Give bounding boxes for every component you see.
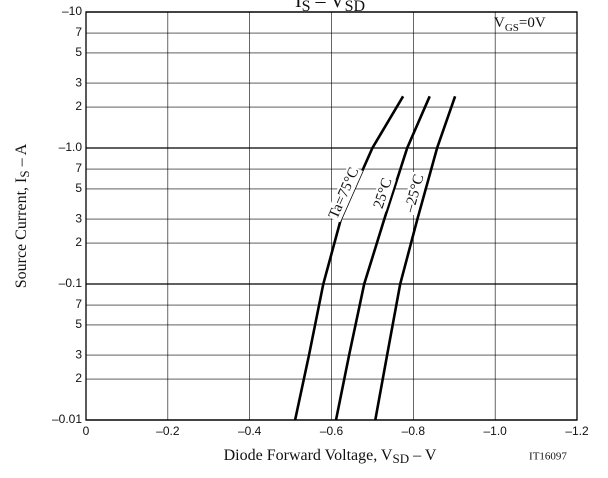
curve: [334, 95, 431, 421]
y-tick-label: 7: [75, 161, 82, 175]
x-axis-label: Diode Forward Voltage, VSD – V: [224, 447, 437, 466]
curve: [374, 95, 457, 421]
label-bg: [370, 175, 396, 212]
curve: [293, 95, 405, 421]
x-tick-label: –0.4: [238, 424, 262, 438]
x-tick-label: –0.6: [320, 424, 344, 438]
y-tick-label: 7: [75, 297, 82, 311]
y-tick-label: –0.1: [59, 276, 83, 290]
y-tick-label: 2: [75, 235, 82, 249]
plot-frame: [85, 11, 578, 421]
y-tick-label: 7: [75, 25, 82, 39]
y-tick-label: 5: [75, 45, 82, 59]
y-tick-label: –0.01: [52, 412, 82, 426]
x-tick-label: 0: [83, 424, 90, 438]
annotation: VGS=0V: [494, 15, 546, 33]
y-tick-label: 2: [75, 99, 82, 113]
y-tick-label: 2: [75, 371, 82, 385]
y-tick-label: 5: [75, 317, 82, 331]
label-bg: [325, 164, 363, 223]
y-tick-label: 5: [75, 181, 82, 195]
figure-code: IT16097: [529, 451, 567, 463]
x-tick-label: –0.8: [402, 424, 426, 438]
y-tick-label: –10: [62, 4, 82, 18]
x-tick-label: –1.2: [565, 424, 589, 438]
label-bg: [401, 171, 428, 217]
chart-title: IS – VSD: [295, 0, 365, 15]
x-tick-label: –0.2: [156, 424, 180, 438]
y-tick-label: 3: [75, 347, 82, 361]
y-axis-label: Source Current, IS – A: [13, 143, 32, 288]
y-tick-label: –1.0: [59, 140, 83, 154]
y-tick-label: 3: [75, 211, 82, 225]
y-tick-label: 3: [75, 75, 82, 89]
x-tick-label: –1.0: [483, 424, 507, 438]
